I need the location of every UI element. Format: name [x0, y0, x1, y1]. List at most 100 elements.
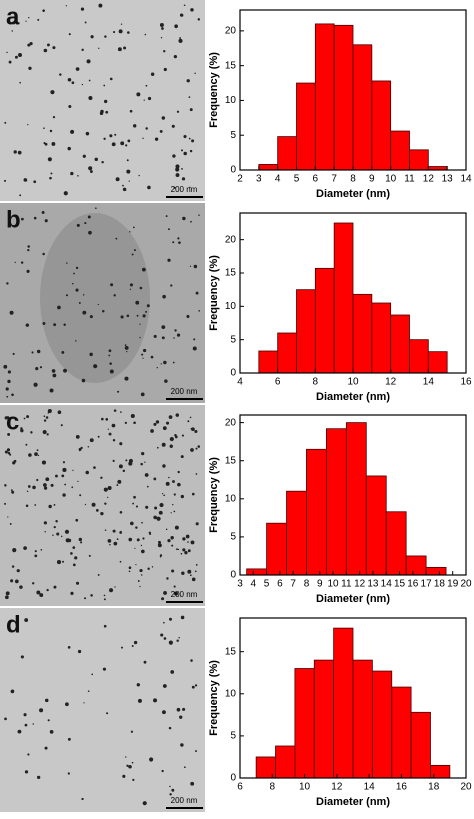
y-tick-label: 15	[225, 455, 237, 466]
particle	[104, 502, 107, 505]
particle	[126, 350, 128, 353]
particle	[195, 750, 197, 752]
particle	[162, 464, 166, 468]
particle	[161, 769, 164, 773]
particle	[52, 115, 56, 119]
particle	[23, 546, 27, 550]
particle	[173, 591, 179, 596]
particle	[107, 428, 109, 430]
x-tick-label: 11	[404, 174, 415, 185]
x-tick-label: 13	[367, 579, 379, 590]
particle	[184, 550, 188, 555]
particle	[75, 518, 79, 522]
particle	[190, 659, 193, 662]
particle	[108, 432, 112, 436]
particle	[43, 127, 45, 130]
y-tick-label: 20	[225, 417, 237, 428]
particle	[6, 51, 8, 54]
y-tick-label: 5	[230, 532, 236, 543]
panel-label: c	[6, 408, 19, 435]
particle	[159, 556, 162, 558]
particle	[172, 361, 175, 364]
bar	[296, 289, 316, 374]
particle	[177, 470, 180, 474]
particle	[130, 730, 134, 733]
y-tick-label: 5	[230, 731, 236, 742]
particle	[123, 46, 127, 50]
particle	[25, 323, 30, 327]
particle	[124, 376, 129, 381]
particle	[63, 368, 67, 373]
particle	[140, 462, 143, 466]
particle	[179, 715, 183, 719]
particle	[119, 442, 123, 446]
particle	[39, 708, 44, 713]
particle	[169, 793, 172, 796]
bar	[333, 627, 354, 779]
particle	[28, 453, 32, 457]
particle	[89, 352, 93, 357]
particle	[110, 283, 114, 287]
y-tick-label: 15	[225, 268, 237, 279]
particle	[135, 563, 137, 566]
particle	[39, 593, 44, 597]
particle	[43, 521, 48, 525]
particle	[81, 48, 84, 52]
particle	[27, 485, 31, 488]
particle	[193, 264, 198, 269]
particle	[41, 460, 47, 465]
particle	[157, 543, 162, 548]
particle	[164, 379, 168, 383]
bar	[352, 293, 373, 374]
particle	[153, 334, 157, 338]
particle	[23, 417, 26, 420]
particle	[113, 409, 117, 412]
particle	[68, 33, 71, 36]
particle	[194, 72, 196, 75]
particle	[142, 137, 144, 140]
particle	[176, 110, 180, 113]
particle	[173, 585, 176, 588]
particle	[175, 26, 178, 29]
bar	[333, 222, 354, 374]
particle	[187, 549, 191, 553]
particle	[77, 480, 79, 483]
particle	[187, 569, 192, 574]
particle	[156, 446, 159, 449]
particle	[107, 486, 112, 491]
particle	[173, 55, 178, 59]
particle	[47, 719, 50, 722]
particle	[135, 505, 139, 508]
particle	[180, 743, 184, 747]
particle	[84, 597, 87, 600]
particle	[191, 577, 196, 582]
particle	[122, 184, 124, 187]
particle	[93, 364, 98, 369]
particle	[124, 421, 127, 424]
particle	[154, 137, 159, 141]
particle	[80, 446, 83, 449]
micrograph	[0, 0, 205, 201]
particle	[168, 726, 172, 730]
particle	[64, 529, 70, 534]
panel-label: d	[6, 611, 21, 638]
particle	[148, 531, 152, 534]
particle	[25, 20, 27, 22]
particle	[89, 170, 93, 174]
particle	[141, 549, 145, 554]
particle	[30, 431, 33, 434]
x-tick-label: 8	[304, 579, 310, 590]
particle	[154, 506, 158, 510]
particle	[24, 723, 28, 727]
particle	[70, 129, 75, 134]
particle	[98, 3, 103, 8]
particle	[176, 548, 178, 551]
particle	[14, 261, 16, 264]
particle	[165, 528, 168, 531]
particle	[182, 216, 186, 221]
bar	[258, 164, 279, 171]
x-tick-label: 12	[354, 579, 366, 590]
micrograph	[0, 608, 205, 812]
particle	[120, 315, 124, 319]
particle	[109, 362, 112, 365]
